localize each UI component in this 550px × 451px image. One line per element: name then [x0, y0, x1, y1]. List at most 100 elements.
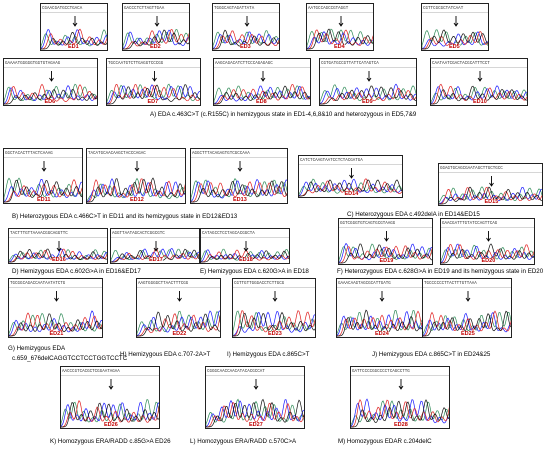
base-call-row: GAAAATGGGGGTGGTGTAGAAG — [5, 62, 61, 66]
trace-line — [41, 29, 107, 49]
arrow-down-icon — [384, 231, 389, 242]
trace-line — [351, 399, 449, 428]
sample-label: ED13 — [233, 197, 247, 203]
base-call-row: AATGCCAGCCGTAGGT — [308, 7, 349, 11]
arrow-down-icon — [243, 241, 249, 252]
sample-label: ED8 — [256, 99, 267, 105]
chromatogram-trace: AGGCTTTACAGAGTGTCGCCAAA — [191, 152, 287, 203]
sample-label: ED24 — [375, 331, 389, 337]
chromatogram-panel: GACCCTCTTAGTTGAA ED2 — [122, 3, 190, 51]
chromatogram-panel: AACCCGTCACGCTCGGAATAGAA ED26 — [60, 366, 160, 429]
base-call-row: CAATAATCGACTACGCATTTCCT — [432, 62, 490, 66]
arrow-down-icon — [349, 168, 354, 179]
trace-line — [206, 398, 304, 428]
trace-line — [107, 84, 200, 105]
chromatogram-trace: CGTGATGCCGTTATTCATAGTCA — [320, 62, 416, 105]
sample-label: ED14 — [344, 191, 359, 197]
trace-line — [4, 88, 97, 105]
trace-line — [191, 178, 287, 202]
sample-label: ED7 — [147, 99, 159, 105]
trace-line — [351, 400, 449, 427]
trace-line — [422, 29, 488, 49]
trace-line — [9, 312, 102, 337]
arrow-down-icon — [465, 291, 471, 302]
sample-label: ED6 — [44, 99, 56, 105]
trace-line — [206, 399, 304, 427]
base-call-row: CGAACGATGCCTGACA — [42, 7, 83, 11]
base-call-row: TGCGGCAGACCAATAATATCTG — [10, 282, 66, 286]
chromatogram-trace: GGCTACACTTTACTCAAAG — [4, 152, 82, 203]
chromatogram-trace: AAGTGGGGCTTAACTTTCGG — [137, 282, 220, 337]
chromatogram-panel: AATGCCAGCCGTAGGT ED4 — [306, 3, 374, 51]
sample-label: ED25 — [461, 331, 475, 337]
trace-line — [439, 186, 542, 205]
trace-line — [123, 29, 189, 49]
arrow-down-icon — [489, 176, 494, 187]
chromatogram-trace: TGCCCCCCTTACTTTGTTAAA — [423, 282, 511, 337]
caption-d: D) Hemizygous EDA c.602G>A in ED16&ED17 — [12, 268, 141, 275]
arrow-down-icon — [153, 241, 159, 252]
chromatogram-panel: TACATGCAACAAGCTACCCAGAC ED12 — [86, 148, 186, 204]
trace-line — [337, 309, 425, 337]
chromatogram-panel: AAGCAGACATCTTCCCAGAGAGC ED8 — [213, 58, 311, 106]
chromatogram-panel: GGAGTGCAGCGAATAGCTTGCTGCC ED15 — [438, 163, 543, 206]
chromatogram-trace: TGCCAATGTCTTGAGGTCCCGG — [107, 62, 200, 105]
trace-line — [307, 31, 373, 50]
arrow-down-icon — [272, 291, 278, 302]
chromatogram-trace: TGCGGCAGACCAATAATATCTG — [9, 282, 102, 337]
trace-line — [201, 250, 289, 263]
chromatogram-panel: CATCTCAAGTAATCCTCTACGATGA ED14 — [298, 155, 403, 198]
sample-label: ED3 — [240, 44, 251, 50]
chromatogram-panel: GGCTACACTTTACTCAAAG ED11 — [3, 148, 83, 204]
trace-line — [351, 398, 449, 428]
arrow-down-icon — [486, 231, 491, 242]
trace-line — [107, 84, 200, 105]
arrow-down-icon — [379, 291, 385, 302]
trace-line — [233, 310, 315, 336]
chromatogram-trace: CGGGCAACCAACATACACGCCAT — [206, 370, 304, 428]
sample-label: ED12 — [130, 197, 144, 203]
sample-label: ED9 — [362, 99, 373, 105]
trace-line — [441, 243, 534, 264]
arrow-down-icon — [453, 16, 459, 27]
arrow-down-icon — [154, 16, 160, 27]
trace-line — [61, 400, 159, 428]
arrow-down-icon — [477, 71, 483, 82]
caption-c: C) Heterozygous EDA c.492delA in ED14&ED… — [347, 211, 480, 218]
chromatogram-panel: TGGGCAGTAGATTATA ED3 — [212, 3, 280, 51]
chromatogram-panel: CGAACGATGCCTGACA ED1 — [40, 3, 108, 51]
trace-line — [9, 313, 102, 337]
sample-label: ED11 — [37, 197, 51, 203]
chromatogram-panel: CAATAATCGACTACGCATTTCCT ED10 — [430, 58, 528, 106]
base-call-row: CGTTCGCGCTATCAAT — [423, 7, 464, 11]
sample-label: ED10 — [473, 99, 487, 105]
trace-line — [213, 29, 279, 50]
sample-label: ED26 — [104, 422, 118, 428]
trace-line — [111, 247, 199, 263]
base-call-row: TGCCCCCCTTACTTTGTTAAA — [424, 282, 477, 286]
chromatogram-panel: AAGTGGGGCTTAACTTTCGG ED22 — [136, 278, 221, 338]
arrow-down-icon — [366, 71, 372, 82]
base-call-row: TACTTTGTTAAAACGGCAGGTTC — [10, 232, 68, 236]
chromatogram-panel: GAACGATTTGTATCCAGTTCAG ED20 — [440, 218, 535, 265]
chromatogram-panel: CGGGCAACCAACATACACGCCAT ED27 — [205, 366, 305, 429]
chromatogram-trace: AACCCGTCACGCTCGGAATAGAA — [61, 370, 159, 428]
chromatogram-trace: GAAACAAGTAGCGCATTGATG — [337, 282, 425, 337]
trace-line — [41, 32, 107, 50]
trace-line — [423, 311, 511, 336]
sample-label: ED28 — [394, 422, 408, 428]
base-call-row: AGGCTTTACAGAGTGTCGCCAAA — [192, 152, 250, 156]
trace-line — [191, 177, 287, 202]
trace-line — [439, 186, 542, 205]
trace-line — [423, 310, 511, 337]
arrow-down-icon — [152, 71, 157, 82]
trace-line — [213, 30, 279, 49]
chromatogram-panel: GAAACAAGTAGCGCATTGATG ED24 — [336, 278, 426, 338]
caption-g-title: G) Hemizygous EDA — [8, 345, 66, 352]
sample-label: ED4 — [334, 44, 345, 50]
chromatogram-trace: GATTCCCCGGCCCCTCAGCCTTG — [351, 370, 449, 428]
caption-k: K) Homozygous ERA/RADD c.85G>A ED26 — [50, 438, 171, 445]
arrow-down-icon — [237, 161, 243, 172]
arrow-down-icon — [49, 71, 54, 82]
trace-line — [87, 178, 185, 203]
